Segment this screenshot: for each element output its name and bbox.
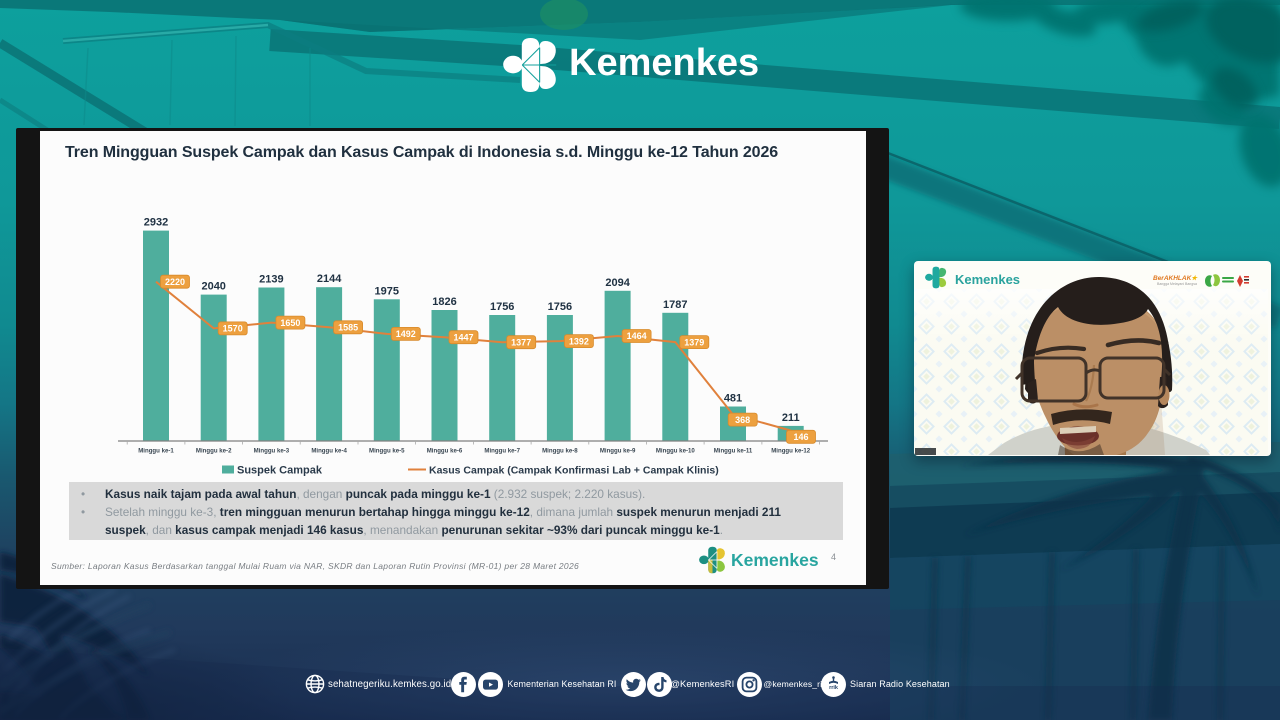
svg-text:rrik: rrik xyxy=(829,685,839,691)
svg-text:368: 368 xyxy=(735,415,750,425)
svg-text:1585: 1585 xyxy=(338,323,358,333)
svg-text:481: 481 xyxy=(724,393,742,405)
svg-text:1377: 1377 xyxy=(511,337,531,347)
svg-text:Minggu ke-4: Minggu ke-4 xyxy=(311,448,347,455)
svg-text:2144: 2144 xyxy=(317,273,342,285)
svg-text:Minggu ke-1: Minggu ke-1 xyxy=(138,448,174,455)
svg-text:1379: 1379 xyxy=(684,337,704,347)
svg-text:1447: 1447 xyxy=(453,332,473,342)
svg-text:1650: 1650 xyxy=(280,318,300,328)
svg-text:2094: 2094 xyxy=(605,277,630,289)
svg-text:1570: 1570 xyxy=(223,324,243,334)
svg-text:Suspek Campak: Suspek Campak xyxy=(237,465,323,477)
svg-text:1392: 1392 xyxy=(569,336,589,346)
svg-text:Minggu ke-10: Minggu ke-10 xyxy=(656,448,696,455)
svg-text:1464: 1464 xyxy=(627,331,647,341)
svg-text:211: 211 xyxy=(782,412,800,424)
svg-text:Kasus Campak (Campak Konfirmas: Kasus Campak (Campak Konfirmasi Lab + Ca… xyxy=(429,465,719,477)
svg-text:Minggu ke-12: Minggu ke-12 xyxy=(771,448,811,455)
svg-text:1756: 1756 xyxy=(548,301,572,313)
svg-text:Minggu ke-5: Minggu ke-5 xyxy=(369,448,405,455)
svg-text:Minggu ke-11: Minggu ke-11 xyxy=(714,448,753,455)
svg-text:Minggu ke-2: Minggu ke-2 xyxy=(196,448,232,455)
svg-text:2932: 2932 xyxy=(144,217,168,229)
svg-text:2220: 2220 xyxy=(165,277,185,287)
svg-text:1787: 1787 xyxy=(663,299,687,311)
svg-text:1975: 1975 xyxy=(375,285,399,297)
svg-text:Minggu ke-6: Minggu ke-6 xyxy=(427,448,463,455)
svg-text:1826: 1826 xyxy=(432,296,456,308)
svg-text:146: 146 xyxy=(793,432,808,442)
svg-text:1492: 1492 xyxy=(396,329,416,339)
svg-text:2040: 2040 xyxy=(201,281,225,293)
svg-text:1756: 1756 xyxy=(490,301,514,313)
svg-text:Minggu ke-9: Minggu ke-9 xyxy=(600,448,636,455)
svg-text:Minggu ke-3: Minggu ke-3 xyxy=(254,448,290,455)
svg-text:2139: 2139 xyxy=(259,274,283,286)
svg-text:Minggu ke-7: Minggu ke-7 xyxy=(484,448,520,455)
svg-text:Minggu ke-8: Minggu ke-8 xyxy=(542,448,578,455)
